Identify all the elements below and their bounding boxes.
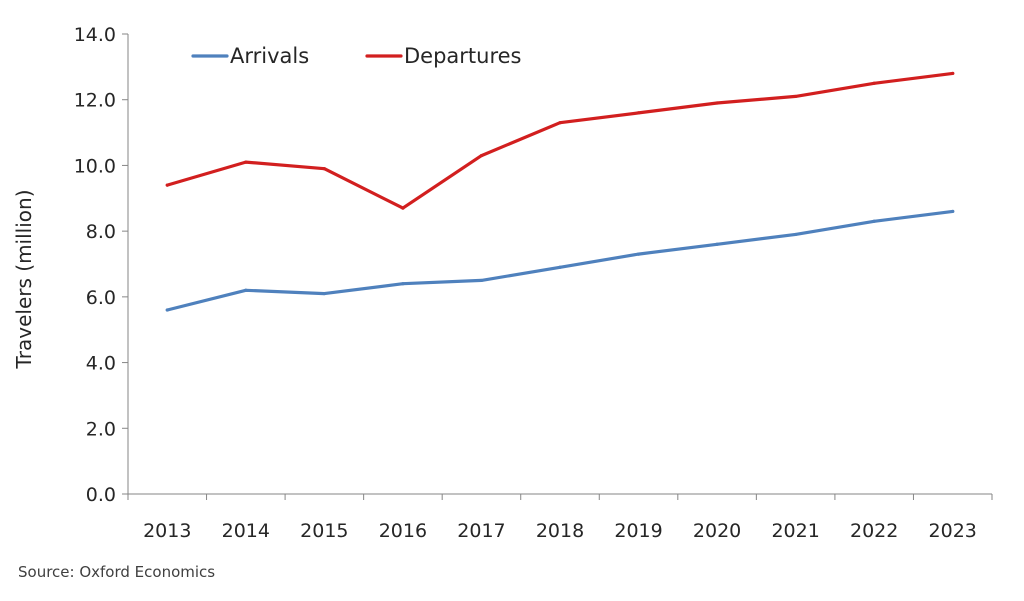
- x-tick-label: 2019: [614, 520, 662, 542]
- x-tick-label: 2015: [300, 520, 348, 542]
- y-tick-label: 4.0: [86, 353, 116, 375]
- legend-item-departures: Departures: [365, 44, 522, 68]
- data-point-arrivals: [165, 308, 169, 312]
- data-point-arrivals: [479, 278, 484, 283]
- y-tick-label: 0.0: [86, 484, 116, 506]
- data-point-departures: [479, 153, 484, 158]
- data-point-arrivals: [951, 209, 955, 214]
- legend: Arrivals Departures: [191, 44, 522, 68]
- y-tick-label: 14.0: [74, 24, 116, 46]
- data-point-arrivals: [401, 282, 405, 286]
- data-point-departures: [244, 160, 248, 164]
- legend-label: Arrivals: [230, 44, 309, 68]
- x-tick-label: 2014: [222, 520, 270, 542]
- data-point-departures: [715, 101, 719, 105]
- data-point-departures: [872, 81, 876, 85]
- data-point-departures: [558, 121, 562, 125]
- x-tick-label: 2020: [693, 520, 741, 542]
- x-tick-label: 2018: [536, 520, 584, 542]
- data-point-arrivals: [322, 291, 326, 296]
- series-line-arrivals: [165, 209, 955, 312]
- data-point-arrivals: [794, 232, 798, 237]
- x-tick-label: 2023: [929, 520, 977, 542]
- x-tick-label: 2022: [850, 520, 898, 542]
- legend-item-arrivals: Arrivals: [191, 44, 309, 68]
- y-axis-title: Travelers (million): [12, 190, 36, 370]
- series-line-departures: [165, 71, 955, 210]
- data-point-arrivals: [244, 288, 248, 292]
- legend-label: Departures: [404, 44, 522, 68]
- series-lines: [165, 71, 955, 312]
- y-tick-label: 10.0: [74, 155, 116, 177]
- x-tick-label: 2017: [457, 520, 505, 542]
- data-point-departures: [322, 167, 326, 171]
- x-tick-label: 2016: [379, 520, 427, 542]
- source-note: Source: Oxford Economics: [18, 563, 216, 581]
- data-point-departures: [165, 183, 169, 187]
- x-tick-label: 2021: [771, 520, 819, 542]
- data-point-arrivals: [558, 265, 562, 269]
- x-tick-label: 2013: [143, 520, 191, 542]
- data-point-arrivals: [715, 242, 719, 246]
- y-tick-label: 6.0: [86, 287, 116, 309]
- data-point-arrivals: [636, 252, 641, 256]
- data-point-departures: [951, 71, 955, 76]
- data-point-departures: [401, 206, 405, 210]
- data-point-arrivals: [872, 219, 876, 223]
- y-tick-label: 12.0: [74, 90, 116, 112]
- data-point-departures: [636, 111, 641, 115]
- axes: 0.0 2.0 4.0 6.0 8.0 10.0 12.0 14.0 2013 2014 2015 2…: [74, 24, 993, 542]
- y-tick-label: 2.0: [86, 418, 116, 440]
- data-point-departures: [794, 94, 798, 99]
- y-tick-label: 8.0: [86, 221, 116, 243]
